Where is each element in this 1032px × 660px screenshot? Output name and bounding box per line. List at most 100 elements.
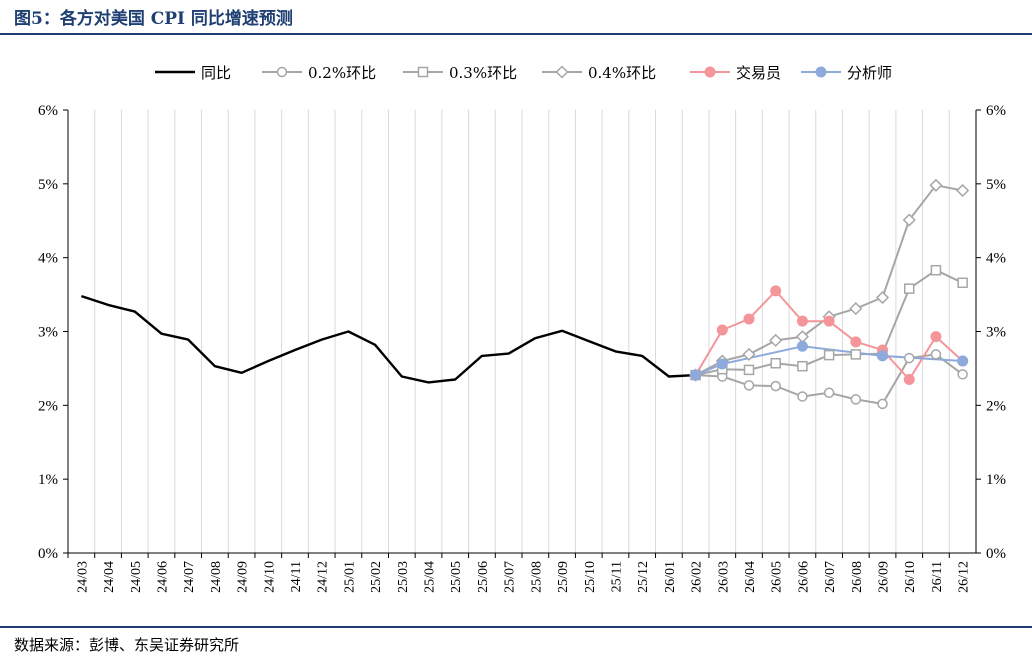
x-tick-label: 26/03 — [716, 561, 731, 593]
y-tick-label-right: 2% — [986, 398, 1006, 414]
circle-marker — [276, 66, 288, 78]
legend-label: 同比 — [201, 64, 231, 82]
x-tick-label: 26/11 — [930, 561, 945, 592]
square-marker — [823, 349, 835, 361]
chart-title: 图5：各方对美国 CPI 同比增速预测 — [14, 9, 293, 29]
circle-marker — [877, 398, 888, 410]
y-tick-label-left: 0% — [38, 546, 58, 562]
y-tick-label-left: 3% — [38, 325, 58, 341]
x-tick-label: 25/10 — [583, 561, 598, 593]
x-tick-label: 26/09 — [877, 561, 892, 593]
x-tick-label: 24/12 — [316, 561, 331, 593]
y-tick-label-right: 4% — [986, 251, 1006, 267]
circle-marker — [797, 391, 808, 402]
square-marker — [797, 360, 808, 372]
circle-marker — [930, 349, 942, 360]
x-tick-label: 24/05 — [129, 561, 144, 593]
diamond-marker — [902, 213, 916, 227]
y-tick-label-right: 5% — [986, 177, 1006, 193]
legend-label: 分析师 — [847, 64, 892, 82]
dot-marker — [850, 336, 862, 348]
legend-label: 0.4%环比 — [588, 64, 656, 82]
x-tick-label: 26/01 — [663, 561, 678, 593]
diamond-marker — [769, 333, 783, 347]
x-tick-label: 25/04 — [423, 561, 438, 593]
diamond-marker — [929, 178, 943, 192]
x-tick-label: 25/05 — [449, 561, 464, 593]
x-tick-label: 24/10 — [262, 561, 277, 593]
dot-marker — [903, 373, 915, 385]
x-tick-label: 25/08 — [529, 561, 544, 593]
x-tick-label: 25/03 — [396, 561, 411, 593]
x-tick-label: 25/11 — [609, 561, 624, 592]
square-marker — [930, 264, 942, 276]
x-tick-label: 26/08 — [850, 561, 865, 593]
grid — [94, 110, 950, 553]
diamond-marker — [875, 290, 890, 305]
bottom-rule — [0, 626, 1032, 628]
source-note: 数据来源：彭博、东吴证券研究所 — [14, 636, 240, 654]
x-tick-label: 25/02 — [369, 561, 384, 593]
diamond-marker — [849, 302, 863, 316]
legend-label: 交易员 — [736, 64, 781, 82]
circle-marker — [743, 380, 755, 391]
x-tick-label: 26/05 — [770, 561, 785, 593]
x-tick-label: 24/07 — [182, 561, 197, 593]
diamond-marker — [956, 183, 970, 198]
circle-marker — [770, 380, 781, 392]
dot-marker — [930, 331, 942, 343]
x-tick-label: 26/12 — [957, 561, 972, 593]
y-tick-label-left: 6% — [38, 103, 58, 119]
top-rule — [0, 33, 1032, 35]
y-tick-label-left: 1% — [38, 472, 58, 488]
markers-layer — [689, 178, 970, 410]
square-marker — [850, 349, 862, 360]
x-tick-label: 25/06 — [476, 561, 491, 593]
x-tick-label: 24/03 — [75, 561, 90, 593]
square-marker — [770, 357, 781, 369]
x-tick-label: 25/12 — [636, 561, 651, 593]
y-tick-label-right: 6% — [986, 103, 1006, 119]
legend: 同比 0.2%环比 0.3%环比 0.4%环比 交易员 分析师 — [155, 64, 892, 82]
square-marker — [417, 66, 429, 78]
diamond-marker — [555, 65, 569, 79]
circle-marker — [957, 369, 968, 380]
square-marker — [743, 364, 755, 376]
x-tick-label: 26/06 — [796, 561, 811, 593]
x-tick-label: 24/09 — [236, 561, 251, 593]
circle-marker — [903, 352, 915, 364]
y-tick-label-left: 2% — [38, 398, 58, 414]
x-tick-label: 24/04 — [102, 561, 117, 593]
y-tick-label-left: 5% — [38, 177, 58, 193]
cpi-forecast-chart: 同比 0.2%环比 0.3%环比 0.4%环比 交易员 分析师 0% 0% 1% 1% 2% 2% 3… — [38, 64, 1006, 593]
y-tick-label-left: 4% — [38, 251, 58, 267]
dot-marker — [796, 340, 808, 352]
x-tick-label: 24/06 — [155, 561, 170, 593]
x-tick-label: 25/01 — [342, 561, 357, 593]
axes: 0% 0% 1% 1% 2% 2% 3% 3% 4% 4% 5% 5% 6% 6% 24/03 24/04 24… — [38, 103, 1006, 593]
square-marker — [903, 283, 915, 294]
legend-label: 0.3%环比 — [449, 64, 517, 82]
x-tick-label: 25/09 — [556, 561, 571, 593]
x-tick-label: 26/07 — [823, 561, 838, 593]
diamond-marker — [742, 347, 756, 361]
dot-marker — [796, 315, 808, 327]
y-tick-label-right: 3% — [986, 325, 1006, 341]
dot-marker — [716, 358, 728, 370]
dot-marker — [815, 66, 827, 78]
legend-label: 0.2%环比 — [308, 64, 376, 82]
square-marker — [957, 277, 968, 289]
dot-marker — [877, 350, 889, 362]
x-tick-label: 25/07 — [503, 561, 518, 593]
series-line-0 — [81, 294, 696, 384]
x-tick-label: 24/08 — [209, 561, 224, 593]
y-tick-label-right: 0% — [986, 546, 1006, 562]
dot-marker — [770, 285, 782, 297]
y-tick-label-right: 1% — [986, 472, 1006, 488]
dot-marker — [704, 66, 716, 78]
x-tick-label: 24/11 — [289, 561, 304, 592]
dot-marker — [823, 315, 835, 327]
dot-marker — [957, 355, 969, 367]
x-tick-label: 26/04 — [743, 561, 758, 593]
circle-marker — [823, 387, 835, 399]
